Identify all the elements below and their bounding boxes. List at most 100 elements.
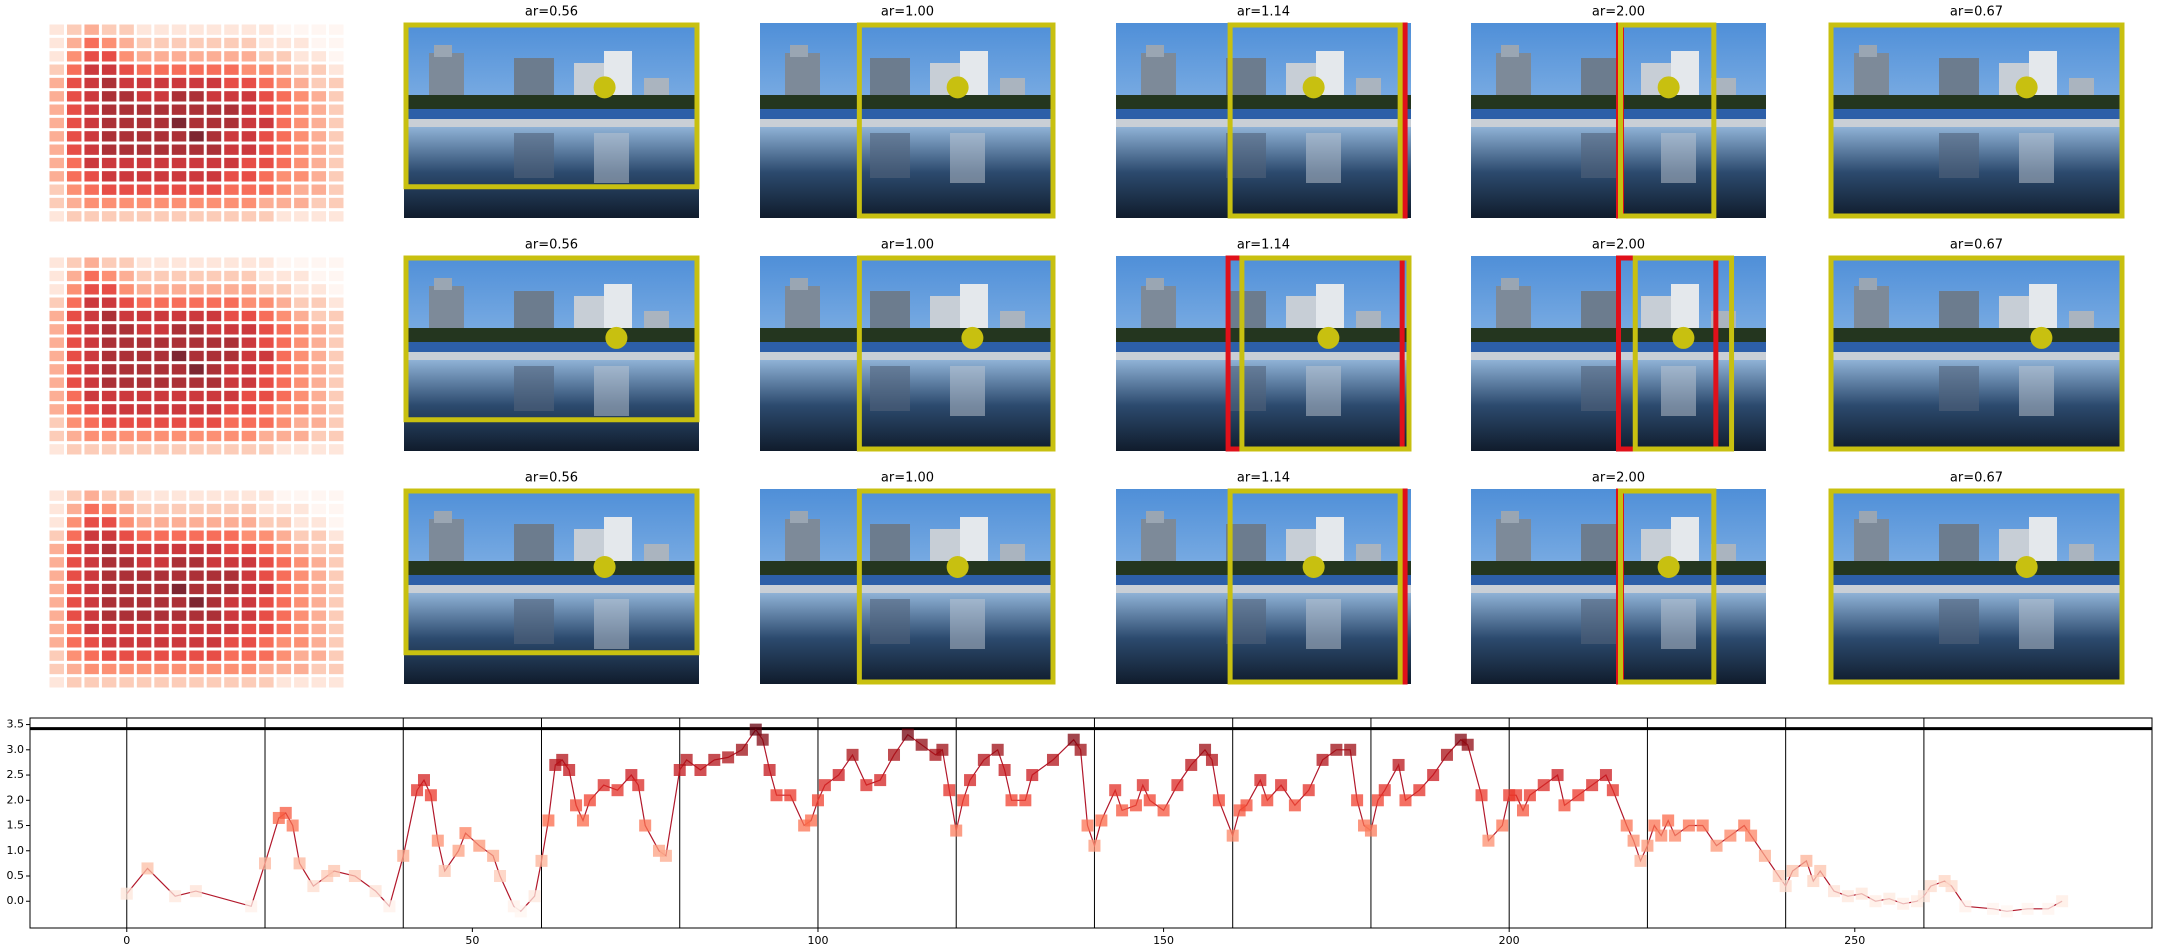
marker [1510,789,1523,802]
marker [1440,748,1453,761]
marker [632,779,645,792]
heatmap-cell [276,144,292,155]
heatmap-cell [294,503,309,515]
heatmap-cell [119,91,134,102]
panel-title: ar=2.00 [1592,238,1645,253]
heatmap-cell [224,171,239,182]
heatmap-cell [49,104,64,115]
marker [680,753,693,766]
heatmap-cell [276,610,292,621]
heatmap-cell [311,430,327,442]
heatmap-cell [49,117,64,129]
heatmap-cell [311,270,327,282]
heatmap-cell [119,417,134,428]
heatmap-cell [66,117,82,129]
heatmap-cell [259,417,274,428]
heatmap-cell [241,623,257,635]
marker [286,819,299,832]
heatmap-cell [206,171,222,182]
heatmap-cell [294,583,309,595]
heatmap-cell [259,37,274,49]
marker [1275,779,1288,792]
heatmap-cell [294,650,309,661]
heatmap-cell [84,77,99,89]
heatmap-cell [259,324,274,335]
x-tick-label: 100 [807,934,828,947]
heatmap-cell [276,663,292,675]
heatmap-cell [259,570,274,581]
heatmap-cell [241,184,257,195]
heatmap-cell [189,637,204,648]
heatmap-cell [241,37,257,49]
heatmap-cell [66,543,82,555]
heatmap-cell [311,377,327,388]
heatmap-cell [311,417,327,428]
heatmap-cell [311,104,327,115]
heatmap-cell [66,257,82,268]
y-tick-label: 1.0 [7,844,25,857]
heatmap-cell [294,557,309,568]
heatmap-cell [206,64,222,75]
heatmap-cell [224,570,239,581]
heatmap-cell [241,583,257,595]
heatmap-cell [154,131,169,142]
heatmap-cell [259,610,274,621]
heatmap-cell [189,677,204,688]
heatmap-cell [101,610,117,621]
heatmap-cell [66,490,82,501]
heatmap-cell [294,211,309,222]
marker [1261,794,1274,807]
keypoint [946,76,969,99]
marker [528,890,541,903]
marker [1945,880,1958,893]
y-tick-label: 3.0 [7,743,25,756]
heatmap-cell [189,284,204,295]
heatmap-cell [101,637,117,648]
heatmap-cell [66,517,82,528]
heatmap-cell [294,337,309,348]
heatmap-cell [294,444,309,455]
heatmap-cell [276,297,292,308]
heatmap-cell [294,663,309,675]
heatmap-cell [224,184,239,195]
heatmap-cell [66,677,82,688]
heatmap-cell [224,37,239,49]
heatmap-cell [136,297,152,308]
heatmap-cell [84,350,99,362]
heatmap-cell [101,197,117,209]
heatmap-cell [154,171,169,182]
yellow-box [403,488,700,656]
heatmap-cell [276,51,292,62]
heatmap-cell [241,51,257,62]
heatmap-cell [311,390,327,402]
panel-title: ar=0.67 [1950,238,2003,253]
heatmap-cell [84,51,99,62]
heatmap-cell [259,144,274,155]
heatmap-cell [154,623,169,635]
heatmap-cell [66,390,82,402]
marker [1288,799,1301,812]
heatmap-cell [154,517,169,528]
heatmap-cell [84,197,99,209]
heatmap-cell [84,663,99,675]
yellow-box [1239,255,1412,452]
heatmap-cell [119,257,134,268]
marker [1786,864,1799,877]
heatmap-cell [259,517,274,528]
heatmap-cell [66,417,82,428]
heatmap-cell [189,211,204,222]
heatmap-cell [154,310,169,322]
heatmap-cell [171,270,187,282]
heatmap-cell [119,270,134,282]
marker [2000,905,2013,918]
heatmap-cell [224,677,239,688]
heatmap-cell [101,597,117,608]
heatmap-cell [49,530,64,541]
heatmap-cell [241,284,257,295]
heatmap-cell [119,390,134,402]
heatmap-cell [259,364,274,375]
heatmap-cell [294,404,309,415]
heatmap-cell [329,324,344,335]
heatmap-cell [206,157,222,169]
heatmap-cell [154,377,169,388]
